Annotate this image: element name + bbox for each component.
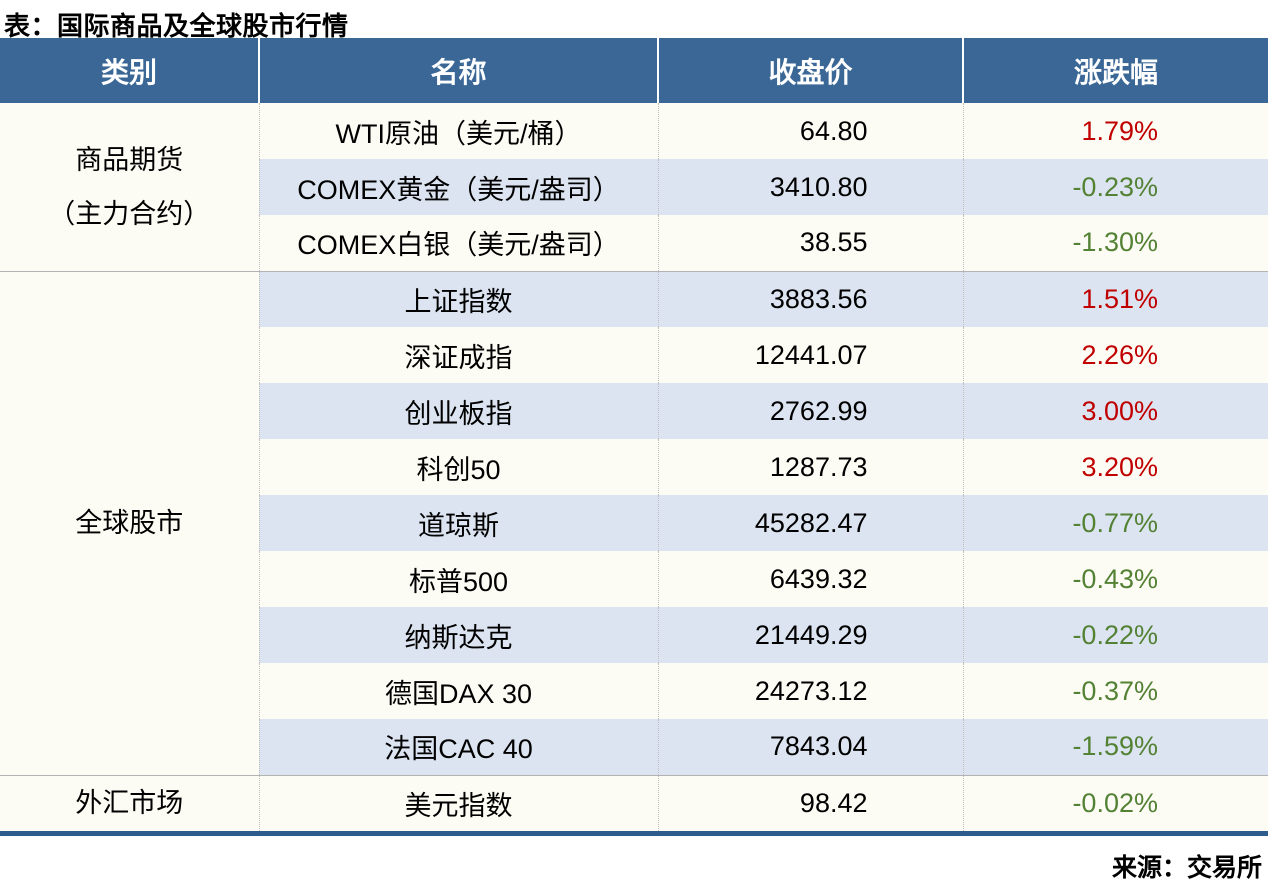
category-cell: 外汇市场 — [0, 774, 259, 831]
column-header-close: 收盘价 — [657, 38, 963, 103]
table-row: 德国DAX 30 24273.12 -0.37% — [0, 663, 1268, 719]
name-cell: 标普500 — [258, 551, 658, 607]
close-price-cell: 12441.07 — [657, 327, 963, 383]
table-row: COMEX白银（美元/盎司） 38.55 -1.30% — [0, 215, 1268, 271]
category-cell: 商品期货 （主力合约） — [0, 103, 259, 271]
market-table: 类别 名称 收盘价 涨跌幅 商品期货 （主力合约） WTI原油（美元/桶） 64.80… — [0, 38, 1268, 831]
category-cell: 全球股市 — [0, 270, 259, 775]
close-price-cell: 98.42 — [657, 774, 963, 831]
change-cell: 3.00% — [962, 383, 1268, 439]
close-price-cell: 21449.29 — [657, 607, 963, 663]
change-cell: -0.77% — [962, 495, 1268, 551]
close-price-cell: 24273.12 — [657, 663, 963, 719]
table-row: 法国CAC 40 7843.04 -1.59% — [0, 719, 1268, 775]
column-header-category: 类别 — [0, 38, 259, 103]
close-price-cell: 2762.99 — [657, 383, 963, 439]
category-label: 全球股市 — [75, 508, 184, 538]
table-row: 科创50 1287.73 3.20% — [0, 439, 1268, 495]
close-price-cell: 6439.32 — [657, 551, 963, 607]
column-header-change: 涨跌幅 — [962, 38, 1268, 103]
close-price-cell: 1287.73 — [657, 439, 963, 495]
table-row: 创业板指 2762.99 3.00% — [0, 383, 1268, 439]
change-cell: -0.23% — [962, 159, 1268, 215]
name-cell: WTI原油（美元/桶） — [258, 103, 658, 159]
change-cell: 1.51% — [962, 270, 1268, 327]
category-label: 外汇市场 — [75, 788, 184, 819]
table-row: 外汇市场 美元指数 98.42 -0.02% — [0, 774, 1268, 831]
name-cell: COMEX白银（美元/盎司） — [258, 215, 658, 271]
category-label: 商品期货 — [75, 144, 184, 175]
table-header-row: 类别 名称 收盘价 涨跌幅 — [0, 38, 1268, 103]
name-cell: 纳斯达克 — [258, 607, 658, 663]
name-cell: COMEX黄金（美元/盎司） — [258, 159, 658, 215]
change-cell: -0.02% — [962, 774, 1268, 831]
name-cell: 科创50 — [258, 439, 658, 495]
table-row: 道琼斯 45282.47 -0.77% — [0, 495, 1268, 551]
change-cell: 3.20% — [962, 439, 1268, 495]
name-cell: 道琼斯 — [258, 495, 658, 551]
table-row: 纳斯达克 21449.29 -0.22% — [0, 607, 1268, 663]
category-label: （主力合约） — [48, 198, 211, 229]
change-cell: -1.30% — [962, 215, 1268, 271]
close-price-cell: 38.55 — [657, 215, 963, 271]
page-title: 表：国际商品及全球股市行情 — [4, 11, 349, 41]
name-cell: 法国CAC 40 — [258, 719, 658, 775]
table-row: 标普500 6439.32 -0.43% — [0, 551, 1268, 607]
table-bottom-border — [0, 831, 1268, 836]
table-row: 商品期货 （主力合约） WTI原油（美元/桶） 64.80 1.79% — [0, 103, 1268, 271]
name-cell: 美元指数 — [258, 774, 658, 831]
name-cell: 创业板指 — [258, 383, 658, 439]
change-cell: -0.43% — [962, 551, 1268, 607]
table-row: 全球股市 上证指数 3883.56 1.51% — [0, 270, 1268, 775]
table-row: COMEX黄金（美元/盎司） 3410.80 -0.23% — [0, 159, 1268, 215]
close-price-cell: 7843.04 — [657, 719, 963, 775]
table-row: 深证成指 12441.07 2.26% — [0, 327, 1268, 383]
change-cell: -1.59% — [962, 719, 1268, 775]
close-price-cell: 64.80 — [657, 103, 963, 159]
change-cell: 2.26% — [962, 327, 1268, 383]
close-price-cell: 45282.47 — [657, 495, 963, 551]
close-price-cell: 3410.80 — [657, 159, 963, 215]
change-cell: -0.37% — [962, 663, 1268, 719]
name-cell: 上证指数 — [258, 270, 658, 327]
source-note: 来源：交易所 — [1111, 854, 1262, 882]
name-cell: 德国DAX 30 — [258, 663, 658, 719]
table-body: 商品期货 （主力合约） WTI原油（美元/桶） 64.80 1.79% COMEX黄金（美… — [0, 103, 1268, 831]
name-cell: 深证成指 — [258, 327, 658, 383]
change-cell: 1.79% — [962, 103, 1268, 159]
column-header-name: 名称 — [258, 38, 658, 103]
change-cell: -0.22% — [962, 607, 1268, 663]
close-price-cell: 3883.56 — [657, 270, 963, 327]
